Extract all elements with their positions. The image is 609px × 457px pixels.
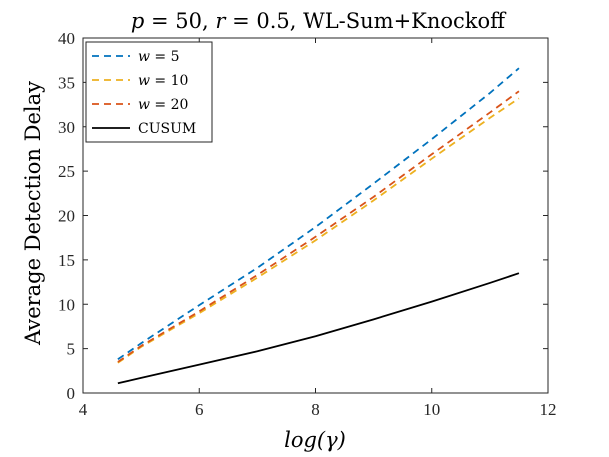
y-tick-label: 20 [58,207,75,226]
title-segment: = 0.5, WL-Sum+Knockoff [225,9,507,33]
y-tick-label: 35 [58,73,75,92]
x-tick-label: 10 [423,400,440,419]
y-tick-label: 10 [58,295,75,314]
series-line-w-5 [117,67,520,361]
title-segment: p [131,9,144,33]
series-line-w-20 [117,90,520,363]
x-tick-label: 4 [79,400,88,419]
legend-label: w = 5 [138,49,180,65]
y-tick-label: 15 [58,251,75,270]
legend-label: CUSUM [138,121,196,137]
plot-area: 4 6 8 10 12 0 5 10 15 20 25 30 35 40 [58,29,557,419]
legend: w = 5 w = 10 w = 20 CUSUM [85,41,213,143]
series-line-w-10 [117,97,520,364]
x-tick-label: 8 [311,400,320,419]
legend-label: w = 20 [138,97,188,113]
y-tick-label: 5 [67,340,76,359]
y-tick-label: 40 [58,29,75,48]
title-segment: r [215,9,227,33]
y-tick-label: 25 [58,162,75,181]
x-tick-label: 12 [540,400,557,419]
title-segment: = 50, [144,9,215,33]
legend-label: w = 10 [138,73,188,89]
x-tick-label: 6 [195,400,204,419]
y-tick-label: 30 [58,118,75,137]
x-axis-label: log(γ) [284,428,346,452]
y-tick-label: 0 [67,384,76,403]
chart-title: p = 50, r = 0.5, WL-Sum+Knockoff [131,9,507,33]
y-axis-label: Average Detection Delay [21,81,45,346]
legend-box [85,41,213,143]
series-line-cusum [117,272,520,385]
